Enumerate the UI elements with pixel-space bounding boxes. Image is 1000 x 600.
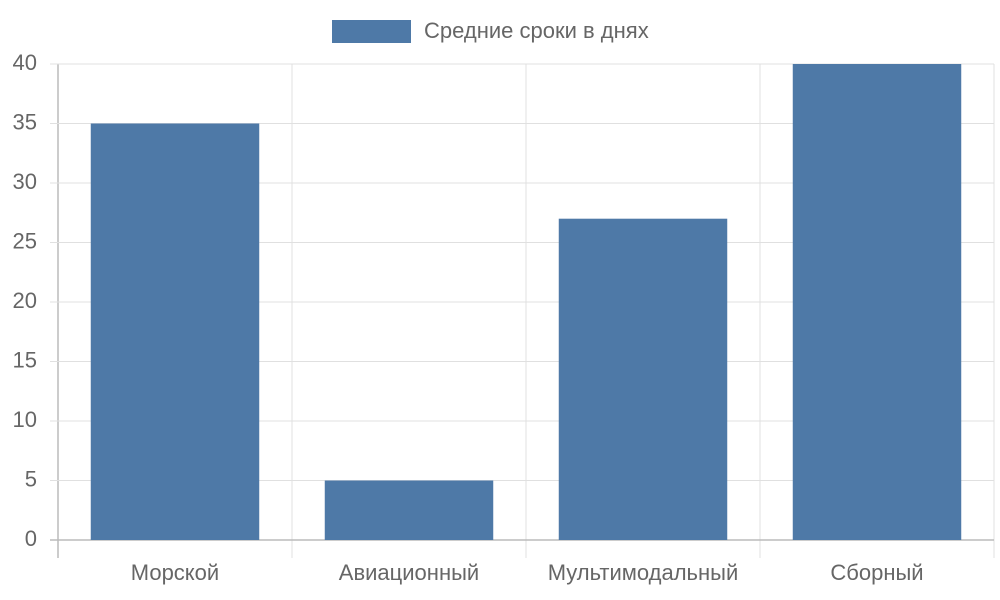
bar (90, 123, 260, 540)
y-tick-label: 0 (25, 526, 37, 551)
bar (558, 218, 728, 540)
x-tick-label: Сборный (830, 560, 923, 585)
y-tick-label: 15 (13, 347, 37, 372)
y-tick-label: 20 (13, 288, 37, 313)
y-tick-label: 5 (25, 466, 37, 491)
legend-swatch (332, 20, 411, 43)
y-tick-label: 35 (13, 109, 37, 134)
legend-label: Средние сроки в днях (424, 18, 649, 43)
x-tick-label: Мультимодальный (548, 560, 739, 585)
x-tick-label: Морской (131, 560, 219, 585)
y-tick-label: 10 (13, 407, 37, 432)
bar (792, 64, 962, 540)
x-tick-label: Авиационный (339, 560, 479, 585)
y-tick-label: 25 (13, 228, 37, 253)
y-tick-label: 40 (13, 50, 37, 75)
y-tick-label: 30 (13, 169, 37, 194)
bar (324, 480, 494, 540)
